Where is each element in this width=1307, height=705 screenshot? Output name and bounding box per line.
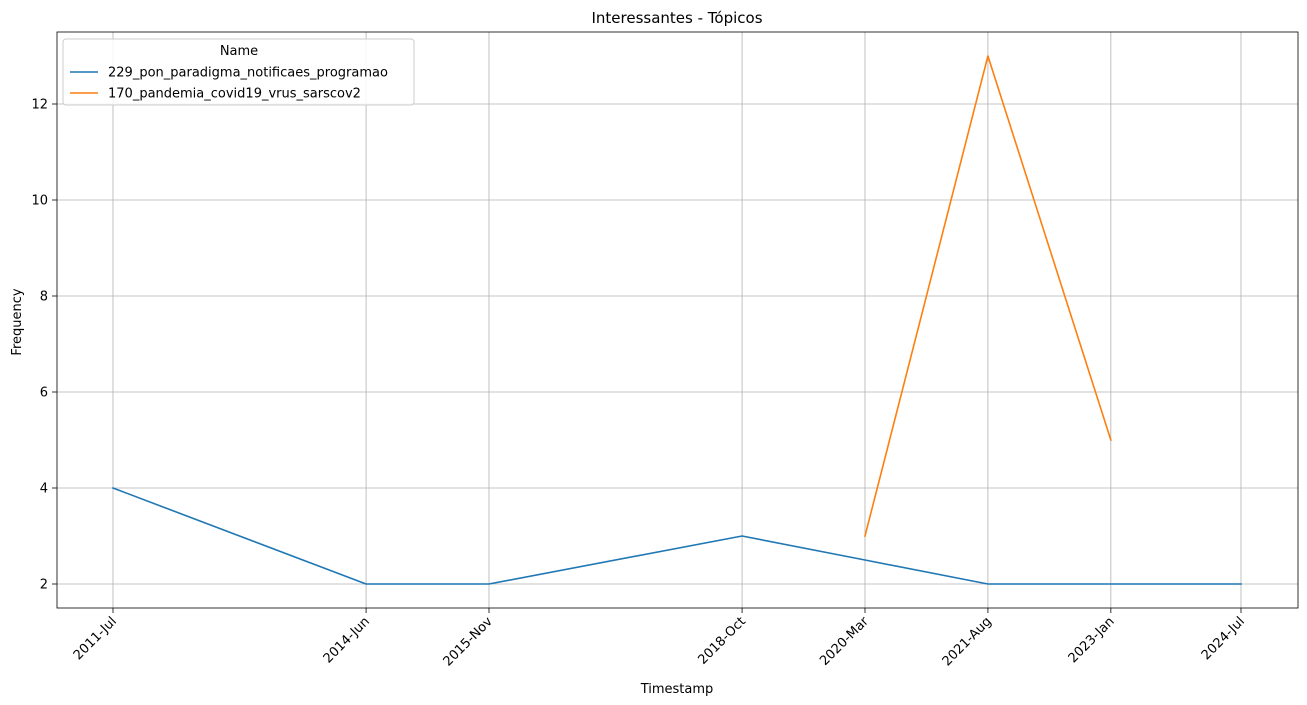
y-tick-label: 2 <box>40 578 48 593</box>
x-tick-label: 2011-Jul <box>71 614 120 663</box>
legend-items: 229_pon_paradigma_notificaes_programao 17… <box>70 66 388 102</box>
y-tick-label: 12 <box>31 98 48 113</box>
x-axis-title: Timestamp <box>640 682 714 697</box>
chart-title: Interessantes - Tópicos <box>591 9 762 27</box>
y-axis-title: Frequency <box>10 288 25 355</box>
y-tick-label: 4 <box>40 482 48 497</box>
y-tick-label: 8 <box>40 290 48 305</box>
legend-label: 229_pon_paradigma_notificaes_programao <box>108 66 388 81</box>
x-tick-label: 2018-Oct <box>695 614 748 667</box>
series-line-1 <box>111 486 1242 585</box>
x-tick-label: 2024-Jul <box>1199 614 1248 663</box>
x-tick-label: 2021-Aug <box>940 614 995 669</box>
legend: Name 229_pon_paradigma_notificaes_progra… <box>62 38 415 106</box>
legend-title: Name <box>220 44 258 59</box>
x-axis: 2011-Jul 2014-Jun 2015-Nov 2018-Oct 2020-Mar… <box>71 608 1248 669</box>
grid <box>57 32 1298 608</box>
axes-frame <box>56 31 1299 609</box>
series-lines <box>111 55 1242 585</box>
x-tick-label: 2020-Mar <box>817 614 872 669</box>
y-axis: 2 4 6 8 10 12 <box>31 98 57 593</box>
y-tick-label: 6 <box>40 386 48 401</box>
legend-label: 170_pandemia_covid19_vrus_sarscov2 <box>108 87 361 102</box>
y-tick-label: 10 <box>31 194 48 209</box>
series-line-2 <box>864 55 1112 537</box>
x-tick-label: 2023-Jan <box>1066 614 1118 666</box>
x-tick-label: 2015-Nov <box>441 614 496 669</box>
legend-box <box>62 38 415 106</box>
x-tick-label: 2014-Jun <box>321 614 373 666</box>
